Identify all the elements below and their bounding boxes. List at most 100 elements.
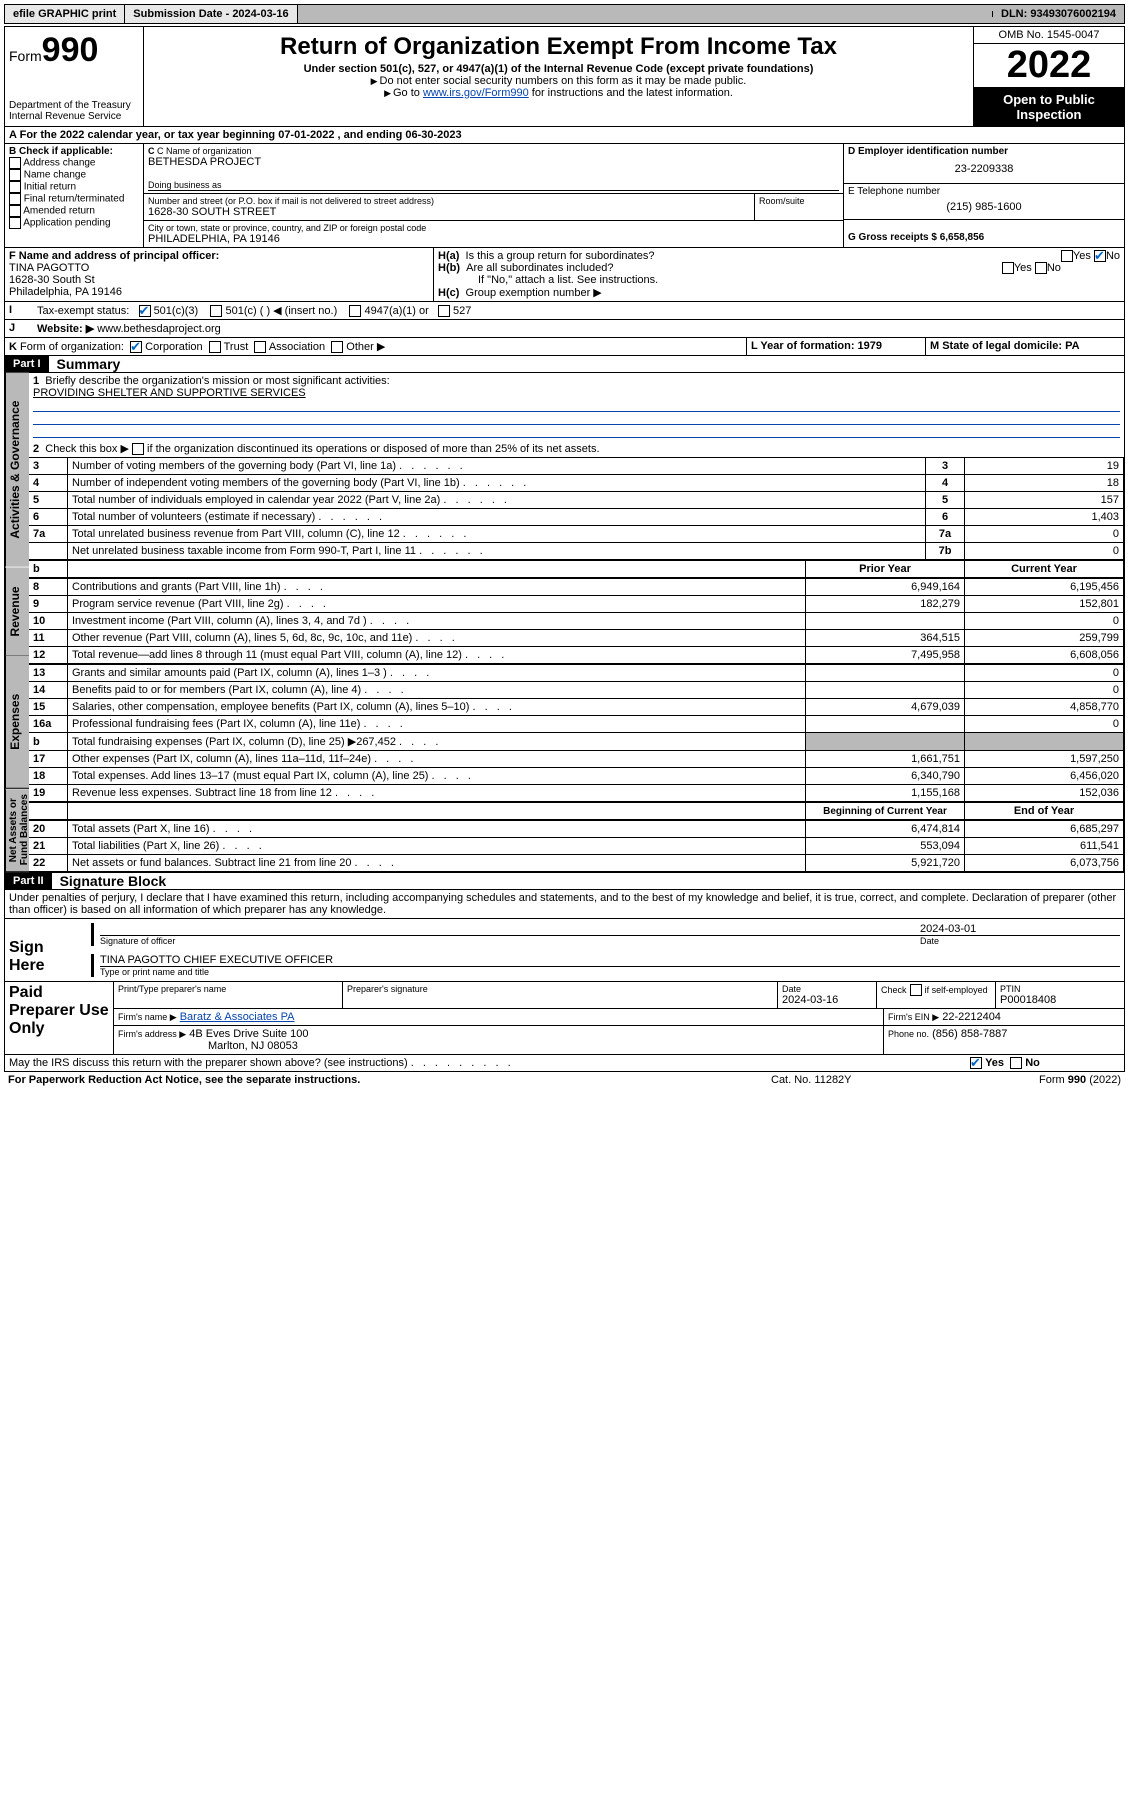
org-name-label: C C Name of organization	[148, 146, 839, 156]
discuss-no-checkbox[interactable]	[1010, 1057, 1022, 1069]
header-left: Form990 Department of the Treasury Inter…	[5, 27, 144, 126]
h-note: If "No," attach a list. See instructions…	[438, 274, 1120, 286]
section-k: K Form of organization: Corporation Trus…	[5, 338, 747, 355]
other-checkbox[interactable]	[331, 341, 343, 353]
table-row: 19 Revenue less expenses. Subtract line …	[29, 785, 1124, 802]
public-inspection: Open to Public Inspection	[974, 88, 1124, 126]
table-row: 3 Number of voting members of the govern…	[29, 458, 1124, 475]
section-c: C C Name of organization BETHESDA PROJEC…	[144, 144, 843, 247]
revenue-header-table: b Prior Year Current Year	[29, 560, 1124, 578]
topbar-spacer	[298, 11, 993, 17]
identity-block: B Check if applicable: Address change Na…	[4, 144, 1125, 248]
irs-link[interactable]: www.irs.gov/Form990	[423, 87, 529, 99]
section-j-row: J Website: ▶ www.bethesdaproject.org	[4, 320, 1125, 338]
expense-table: 13 Grants and similar amounts paid (Part…	[29, 664, 1124, 802]
section-b: B Check if applicable: Address change Na…	[5, 144, 144, 247]
section-m: M State of legal domicile: PA	[926, 338, 1124, 355]
b-option: Initial return	[9, 181, 139, 193]
submission-date: Submission Date - 2024-03-16	[125, 5, 297, 23]
form-title: Return of Organization Exempt From Incom…	[148, 33, 969, 61]
phone-label: E Telephone number	[848, 186, 1120, 197]
group-governance: Activities & Governance	[5, 373, 29, 567]
ein-label: D Employer identification number	[848, 146, 1008, 157]
footer-row: For Paperwork Reduction Act Notice, see …	[4, 1072, 1125, 1088]
org-name: BETHESDA PROJECT	[148, 156, 839, 168]
527-checkbox[interactable]	[438, 305, 450, 317]
signature-block: Under penalties of perjury, I declare th…	[4, 890, 1125, 1055]
501c3-checkbox[interactable]	[139, 305, 151, 317]
self-employed-checkbox[interactable]	[910, 984, 922, 996]
tax-year: 2022	[974, 44, 1124, 88]
governance-table: 3 Number of voting members of the govern…	[29, 457, 1124, 560]
type-name-label: Type or print name and title	[100, 967, 1120, 977]
right-id-block: D Employer identification number 23-2209…	[843, 144, 1124, 247]
b-option: Final return/terminated	[9, 193, 139, 205]
section-f: F Name and address of principal officer:…	[5, 248, 434, 301]
group-expenses: Expenses	[5, 656, 29, 789]
irs-label: Internal Revenue Service	[9, 111, 139, 122]
hb-no-checkbox[interactable]	[1035, 262, 1047, 274]
officer-addr2: Philadelphia, PA 19146	[9, 286, 122, 298]
header-right: OMB No. 1545-0047 2022 Open to Public In…	[974, 27, 1124, 126]
4947-checkbox[interactable]	[349, 305, 361, 317]
city-label: City or town, state or province, country…	[148, 223, 839, 233]
table-row: 6 Total number of volunteers (estimate i…	[29, 509, 1124, 526]
corp-checkbox[interactable]	[130, 341, 142, 353]
sig-date: 2024-03-01	[920, 923, 1120, 935]
netassets-header-table: Beginning of Current Year End of Year	[29, 802, 1124, 820]
ha-no-checkbox[interactable]	[1094, 250, 1106, 262]
firm-link[interactable]: Baratz & Associates PA	[180, 1011, 295, 1023]
part1-header: Part I Summary	[4, 356, 1125, 373]
city-state-zip: PHILADELPHIA, PA 19146	[148, 233, 839, 245]
officer-group-row: F Name and address of principal officer:…	[4, 248, 1125, 302]
officer-name: TINA PAGOTTO	[9, 262, 89, 274]
b-option: Name change	[9, 169, 139, 181]
sig-officer-label: Signature of officer	[100, 936, 920, 946]
gross-receipts: G Gross receipts $ 6,658,856	[848, 222, 1120, 243]
dba-label: Doing business as	[148, 180, 839, 191]
period-text: For the 2022 calendar year, or tax year …	[20, 129, 462, 141]
dept-treasury: Department of the Treasury	[9, 100, 139, 111]
table-row: 9 Program service revenue (Part VIII, li…	[29, 596, 1124, 613]
table-row: b Total fundraising expenses (Part IX, c…	[29, 733, 1124, 751]
note-ssn: Do not enter social security numbers on …	[148, 75, 969, 87]
hb-yes-checkbox[interactable]	[1002, 262, 1014, 274]
discuss-row: May the IRS discuss this return with the…	[4, 1055, 1125, 1072]
discontinued-checkbox[interactable]	[132, 443, 144, 455]
part1-body: Activities & Governance Revenue Expenses…	[4, 373, 1125, 873]
officer-printed: TINA PAGOTTO CHIEF EXECUTIVE OFFICER	[100, 954, 1120, 967]
table-row: 12 Total revenue—add lines 8 through 11 …	[29, 647, 1124, 664]
efile-print-button[interactable]: efile GRAPHIC print	[5, 5, 125, 23]
table-row: 8 Contributions and grants (Part VIII, l…	[29, 579, 1124, 596]
discuss-yes-checkbox[interactable]	[970, 1057, 982, 1069]
part2-header: Part II Signature Block	[4, 873, 1125, 890]
b-option: Amended return	[9, 205, 139, 217]
section-klm-row: K Form of organization: Corporation Trus…	[4, 338, 1125, 356]
table-row: 5 Total number of individuals employed i…	[29, 492, 1124, 509]
section-l: L Year of formation: 1979	[747, 338, 926, 355]
trust-checkbox[interactable]	[209, 341, 221, 353]
table-row: 11 Other revenue (Part VIII, column (A),…	[29, 630, 1124, 647]
street-address: 1628-30 SOUTH STREET	[148, 206, 750, 218]
top-bar: efile GRAPHIC print Submission Date - 20…	[4, 4, 1125, 24]
assoc-checkbox[interactable]	[254, 341, 266, 353]
ein-value: 23-2209338	[848, 157, 1120, 181]
table-row: 22 Net assets or fund balances. Subtract…	[29, 855, 1124, 872]
ha-yes-checkbox[interactable]	[1061, 250, 1073, 262]
group-revenue: Revenue	[5, 567, 29, 656]
section-i-row: I Tax-exempt status: 501(c)(3) 501(c) ( …	[4, 302, 1125, 320]
form-number: Form990	[9, 31, 139, 70]
period-row: A For the 2022 calendar year, or tax yea…	[4, 127, 1125, 144]
table-row: 17 Other expenses (Part IX, column (A), …	[29, 751, 1124, 768]
table-row: 13 Grants and similar amounts paid (Part…	[29, 665, 1124, 682]
room-label: Room/suite	[759, 196, 839, 206]
table-row: 15 Salaries, other compensation, employe…	[29, 699, 1124, 716]
501c-checkbox[interactable]	[210, 305, 222, 317]
form-header: Form990 Department of the Treasury Inter…	[4, 26, 1125, 127]
addr-label: Number and street (or P.O. box if mail i…	[148, 196, 750, 206]
omb-number: OMB No. 1545-0047	[974, 27, 1124, 44]
table-row: 18 Total expenses. Add lines 13–17 (must…	[29, 768, 1124, 785]
table-row: 7a Total unrelated business revenue from…	[29, 526, 1124, 543]
table-row: Net unrelated business taxable income fr…	[29, 543, 1124, 560]
revenue-table: 8 Contributions and grants (Part VIII, l…	[29, 578, 1124, 664]
